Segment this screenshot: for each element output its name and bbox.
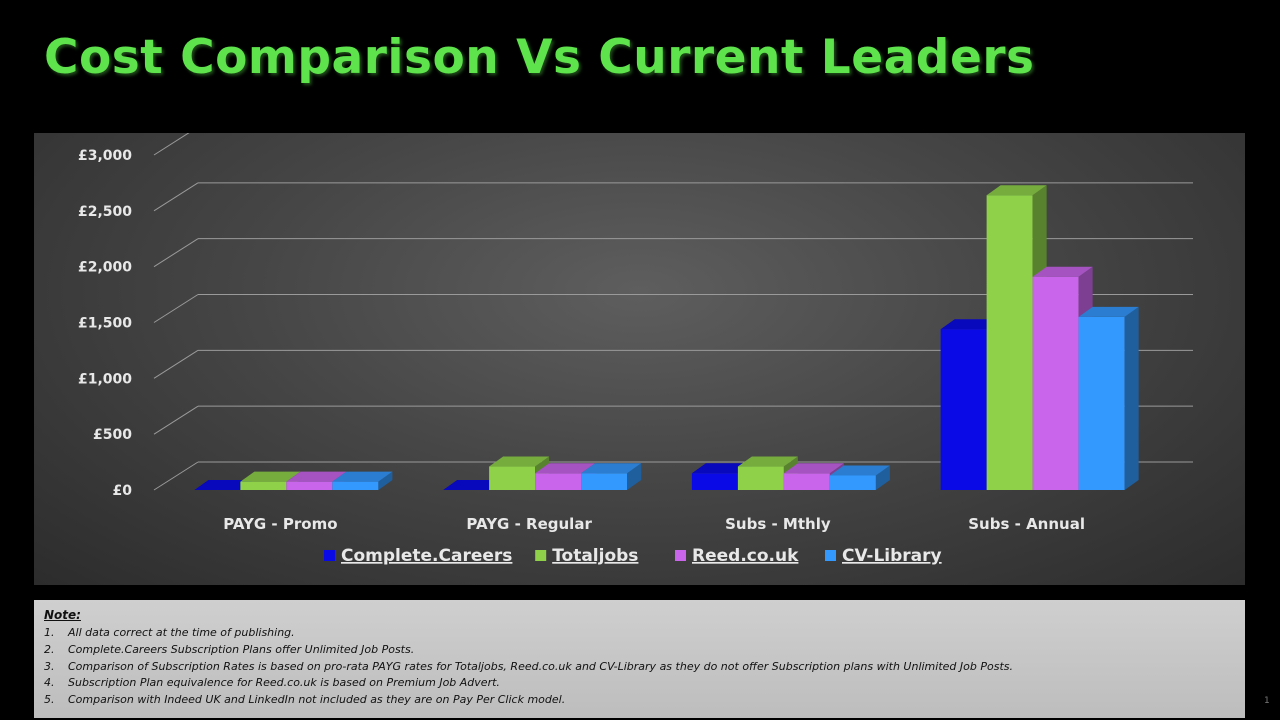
y-tick-label: £500	[93, 427, 132, 443]
bar-top	[737, 456, 798, 467]
bar	[1032, 276, 1079, 490]
bar	[940, 329, 987, 490]
bar-top	[489, 456, 550, 467]
note-number: 3.	[44, 659, 55, 673]
note-text: Comparison with Indeed UK and LinkedIn n…	[68, 693, 566, 707]
bar	[829, 475, 876, 490]
legend-label: Totaljobs	[552, 546, 638, 566]
bar	[1078, 316, 1125, 490]
x-tick-label: PAYG - Promo	[223, 515, 337, 533]
legend-swatch	[675, 550, 686, 561]
gridline-depth	[153, 294, 199, 323]
bar-side	[627, 463, 642, 490]
legend-swatch	[324, 550, 335, 561]
bar	[489, 466, 536, 490]
y-tick-label: £2,500	[78, 204, 132, 220]
note-text: Subscription Plan equivalence for Reed.c…	[68, 676, 500, 690]
bar	[691, 473, 738, 490]
note-number: 2.	[44, 642, 55, 656]
gridline-depth	[153, 133, 190, 156]
legend-label: Reed.co.uk	[692, 546, 799, 566]
legend-label: Complete.Careers	[341, 546, 512, 566]
y-tick-label: £1,000	[78, 371, 132, 387]
note-item: 2. Complete.Careers Subscription Plans of…	[44, 642, 1235, 659]
bar-top	[581, 463, 642, 474]
x-tick-label: Subs - Annual	[968, 515, 1085, 533]
notes-list: 1. All data correct at the time of publis…	[44, 625, 1235, 709]
bar-top	[194, 480, 255, 490]
bar-top	[332, 471, 393, 482]
chart-panel: £0 £500 £1,000 £1,500 £2,000 £2,500 £3,000 PAYG…	[34, 133, 1245, 585]
bar	[286, 481, 333, 490]
chart-svg: £0 £500 £1,000 £1,500 £2,000 £2,500 £3,000 PAYG…	[78, 133, 1193, 566]
legend-label: CV-Library	[842, 546, 942, 566]
y-tick-label: £2,000	[78, 260, 132, 276]
gridline-depth	[153, 349, 199, 379]
bar-top	[691, 463, 752, 474]
gridline-depth	[153, 238, 199, 268]
y-tick-label: £0	[113, 483, 133, 499]
bar-top	[1032, 266, 1093, 277]
bar	[240, 481, 287, 490]
note-text: Comparison of Subscription Rates is base…	[68, 659, 1013, 673]
legend-swatch	[535, 550, 547, 561]
bar-top	[240, 471, 301, 482]
note-number: 1.	[44, 626, 55, 639]
note-number: 5.	[44, 693, 55, 707]
note-item: 5. Comparison with Indeed UK and LinkedIn…	[44, 692, 1235, 709]
note-item: 4. Subscription Plan equivalence for Reed…	[44, 675, 1235, 692]
x-tick-label: Subs - Mthly	[725, 515, 831, 533]
note-text: Complete.Careers Subscription Plans offe…	[68, 642, 415, 656]
bar-side	[378, 471, 393, 490]
page-title: Cost Comparison Vs Current Leaders	[44, 30, 1035, 85]
gridline-depth	[153, 405, 199, 435]
bar	[986, 195, 1033, 490]
bar	[535, 473, 582, 490]
gridline-depth	[153, 182, 199, 212]
bar-side	[1124, 306, 1139, 490]
page-number: 1	[1264, 696, 1270, 706]
bar-top	[940, 319, 1001, 330]
bar-top	[783, 463, 844, 474]
note-text: All data correct at the time of publishi…	[68, 626, 295, 639]
bar-top	[443, 480, 504, 490]
bar-side	[875, 465, 890, 490]
note-number: 4.	[44, 676, 55, 690]
bar-top	[986, 185, 1047, 196]
bar-top	[829, 465, 890, 476]
note-item: 1. All data correct at the time of publis…	[44, 625, 1235, 642]
note-item: 3. Comparison of Subscription Rates is ba…	[44, 659, 1235, 676]
bar	[581, 473, 628, 490]
notes-panel: Note: 1. All data correct at the time of …	[34, 600, 1245, 718]
bar	[737, 466, 784, 490]
bar	[783, 473, 830, 490]
y-tick-label: £1,500	[78, 316, 132, 332]
y-tick-label: £3,000	[78, 148, 132, 164]
bar-top	[286, 471, 347, 482]
legend-swatch	[825, 550, 836, 561]
notes-heading: Note:	[44, 608, 81, 622]
bar-top	[1078, 306, 1139, 317]
x-tick-label: PAYG - Regular	[466, 515, 592, 533]
bar	[332, 481, 379, 490]
bar-top	[535, 463, 596, 474]
gridline-depth	[153, 461, 199, 491]
